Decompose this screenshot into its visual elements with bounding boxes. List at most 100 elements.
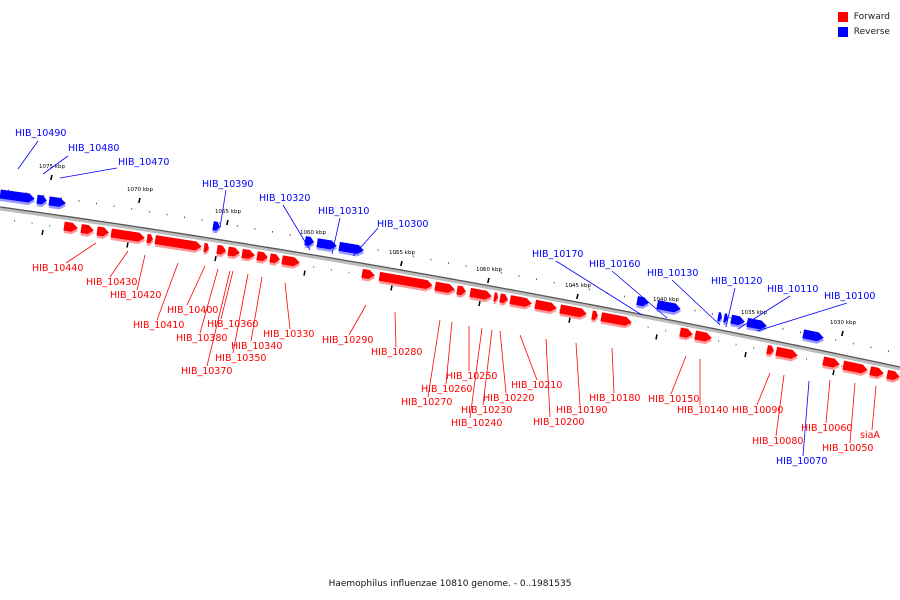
minor-tick-dot	[184, 216, 185, 219]
forward-gene-glyph[interactable]	[63, 221, 79, 235]
reverse-gene-glyph[interactable]	[636, 296, 651, 310]
gene-label[interactable]: HIB_10250	[446, 371, 497, 382]
gene-label[interactable]: HIB_10110	[767, 284, 818, 295]
gene-label[interactable]: HIB_10060	[801, 423, 852, 434]
gene-label[interactable]: HIB_10320	[259, 193, 310, 204]
forward-gene-glyph[interactable]	[591, 310, 600, 324]
forward-gene-glyph[interactable]	[600, 312, 633, 329]
gene-label[interactable]: HIB_10160	[589, 259, 640, 270]
reverse-gene-glyph[interactable]	[212, 221, 221, 234]
reverse-gene-glyph[interactable]	[36, 194, 48, 208]
forward-gene-glyph[interactable]	[281, 255, 301, 269]
gene-label[interactable]: HIB_10200	[533, 417, 584, 428]
gene-label[interactable]: HIB_10270	[401, 397, 452, 408]
reverse-gene-glyph[interactable]	[717, 312, 724, 324]
gene-label[interactable]: HIB_10190	[556, 405, 607, 416]
forward-gene-glyph[interactable]	[80, 224, 95, 237]
forward-gene-glyph[interactable]	[534, 299, 558, 315]
gene-body	[886, 369, 900, 381]
gene-body	[469, 287, 492, 300]
forward-gene-glyph[interactable]	[146, 233, 154, 246]
gene-label[interactable]: HIB_10260	[421, 384, 472, 395]
gene-label[interactable]: HIB_10390	[202, 179, 253, 190]
gene-label[interactable]: HIB_10490	[15, 128, 66, 139]
gene-label[interactable]: HIB_10090	[732, 405, 783, 416]
gene-label[interactable]: HIB_10410	[133, 320, 184, 331]
gene-label[interactable]: HIB_10140	[677, 405, 728, 416]
gene-label[interactable]: HIB_10360	[207, 319, 258, 330]
forward-gene-glyph[interactable]	[509, 295, 533, 310]
gene-label[interactable]: HIB_10050	[822, 443, 873, 454]
forward-gene-glyph[interactable]	[499, 293, 510, 306]
forward-gene-glyph[interactable]	[775, 346, 799, 363]
gene-label[interactable]: HIB_10440	[32, 263, 83, 274]
forward-gene-glyph[interactable]	[241, 248, 256, 263]
gene-label[interactable]: HIB_10170	[532, 249, 583, 260]
forward-gene-glyph[interactable]	[559, 304, 588, 320]
gene-label[interactable]: HIB_10400	[167, 305, 218, 316]
forward-gene-glyph[interactable]	[869, 366, 886, 380]
forward-gene-glyph[interactable]	[256, 251, 269, 264]
forward-gene-glyph[interactable]	[886, 369, 900, 384]
leader-line	[59, 167, 118, 179]
reverse-gene-glyph[interactable]	[338, 241, 365, 258]
gene-label[interactable]: HIB_10210	[511, 380, 562, 391]
forward-gene-glyph[interactable]	[361, 268, 376, 283]
minor-tick-dot	[201, 219, 203, 221]
gene-label[interactable]: HIB_10240	[451, 418, 502, 429]
backbone-shadow	[0, 207, 900, 371]
forward-gene-glyph[interactable]	[216, 244, 227, 258]
forward-gene-glyph[interactable]	[679, 327, 695, 342]
reverse-gene-glyph[interactable]	[656, 300, 682, 316]
gene-label[interactable]: siaA	[860, 430, 880, 441]
minor-tick-dot	[412, 255, 414, 258]
gene-label[interactable]: HIB_10350	[215, 353, 266, 364]
gene-label[interactable]: HIB_10120	[711, 276, 762, 287]
gene-label[interactable]: HIB_10220	[483, 393, 534, 404]
forward-gene-glyph[interactable]	[227, 246, 241, 260]
gene-label[interactable]: HIB_10430	[86, 277, 137, 288]
reverse-gene-glyph[interactable]	[730, 314, 747, 329]
forward-gene-glyph[interactable]	[154, 235, 203, 254]
forward-gene-glyph[interactable]	[434, 281, 456, 297]
gene-label[interactable]: HIB_10380	[176, 333, 227, 344]
forward-gene-glyph[interactable]	[694, 330, 714, 346]
forward-gene-glyph[interactable]	[110, 228, 146, 246]
reverse-gene-glyph[interactable]	[304, 236, 315, 249]
forward-gene-glyph[interactable]	[493, 292, 500, 305]
forward-gene-glyph[interactable]	[822, 356, 842, 371]
forward-gene-glyph[interactable]	[378, 271, 434, 293]
reverse-gene-glyph[interactable]	[0, 189, 36, 206]
gene-label[interactable]: HIB_10340	[231, 341, 282, 352]
forward-gene-glyph[interactable]	[456, 285, 467, 298]
gene-label[interactable]: HIB_10310	[318, 206, 369, 217]
gene-label[interactable]: HIB_10370	[181, 366, 232, 377]
gene-label[interactable]: HIB_10070	[776, 456, 827, 467]
forward-gene-glyph[interactable]	[203, 242, 210, 255]
gene-label[interactable]: HIB_10290	[322, 335, 373, 346]
forward-gene-glyph[interactable]	[766, 344, 776, 358]
gene-label[interactable]: HIB_10150	[648, 394, 699, 405]
gene-label[interactable]: HIB_10470	[118, 157, 169, 168]
reverse-gene-glyph[interactable]	[48, 196, 67, 210]
gene-body	[822, 356, 840, 368]
gene-label[interactable]: HIB_10480	[68, 143, 119, 154]
forward-gene-glyph[interactable]	[96, 226, 110, 239]
gene-body	[636, 296, 649, 307]
gene-label[interactable]: HIB_10230	[461, 405, 512, 416]
forward-gene-glyph[interactable]	[269, 253, 281, 266]
gene-body	[269, 253, 280, 264]
gene-label[interactable]: HIB_10080	[752, 436, 803, 447]
backbone-line	[0, 206, 900, 368]
gene-label[interactable]: HIB_10180	[589, 393, 640, 404]
gene-label[interactable]: HIB_10300	[377, 219, 428, 230]
gene-label[interactable]: HIB_10280	[371, 347, 422, 358]
gene-label[interactable]: HIB_10330	[263, 329, 314, 340]
reverse-gene-glyph[interactable]	[802, 329, 825, 345]
gene-label[interactable]: HIB_10420	[110, 290, 161, 301]
gene-label[interactable]: HIB_10130	[647, 268, 698, 279]
forward-gene-glyph[interactable]	[469, 287, 493, 303]
gene-label[interactable]: HIB_10100	[824, 291, 875, 302]
reverse-gene-glyph[interactable]	[316, 238, 338, 253]
forward-gene-glyph[interactable]	[842, 360, 869, 378]
